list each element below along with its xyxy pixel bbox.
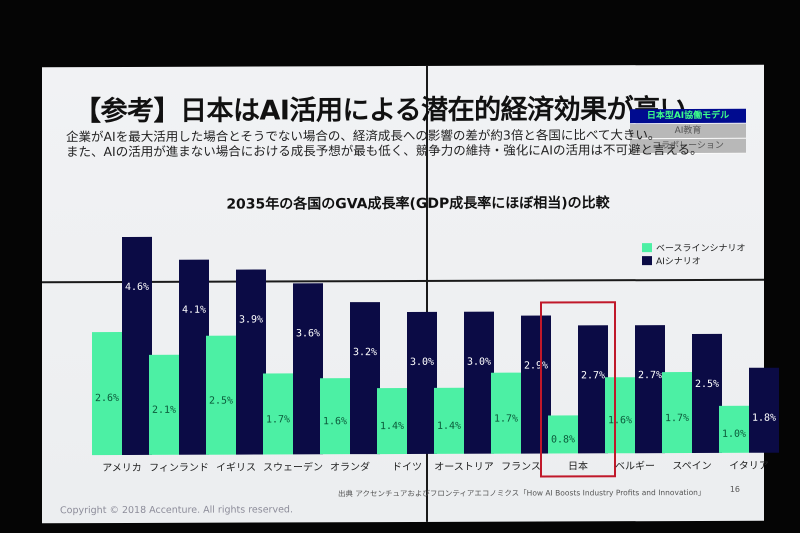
tag-ai-collaboration-model: 日本型AI協働モデル bbox=[630, 108, 746, 125]
bar-baseline: 1.4% bbox=[377, 387, 407, 455]
bar-ai: 2.5% bbox=[692, 334, 722, 453]
bar-baseline: 1.4% bbox=[434, 387, 464, 454]
bar-ai: 2.7% bbox=[635, 324, 665, 454]
bar-value-label: 2.5% bbox=[694, 379, 720, 391]
bar-value-label: 3.0% bbox=[409, 356, 435, 368]
chart-title: 2035年の各国のGVA成長率(GDP成長率にほぼ相当)の比較 bbox=[226, 195, 610, 213]
bar-value-label: 1.7% bbox=[265, 414, 291, 426]
bar-baseline: 2.5% bbox=[206, 335, 236, 455]
bar-baseline: 1.7% bbox=[491, 372, 521, 454]
bar-ai: 3.0% bbox=[464, 311, 494, 454]
bar-baseline: 2.6% bbox=[92, 331, 122, 456]
bar-value-label: 1.4% bbox=[379, 420, 405, 432]
source-citation: 出典 アクセンチュアおよびフロンティアエコノミクス「How AI Boosts … bbox=[338, 487, 706, 499]
bar-value-label: 1.0% bbox=[721, 429, 747, 441]
bar-ai: 3.6% bbox=[293, 283, 323, 455]
bar-ai: 4.6% bbox=[122, 236, 152, 455]
bar-ai: 3.2% bbox=[350, 302, 380, 455]
bar-ai: 4.1% bbox=[179, 259, 209, 455]
bar-value-label: 3.2% bbox=[352, 347, 378, 359]
bar-value-label: 1.7% bbox=[493, 413, 519, 425]
bar-chart-plot: 2.6% 4.6% 2.1% 4.1% 2.5% 3.9% 1.7% 3.6% 1.6% 3.2%… bbox=[64, 225, 779, 456]
bar-value-label: 1.4% bbox=[436, 420, 462, 432]
slide-title: 【参考】日本はAI活用による潜在的経済効果が高い bbox=[74, 94, 687, 128]
bar-group: 1.0% 1.8% bbox=[719, 225, 785, 453]
bar-baseline: 2.1% bbox=[149, 355, 179, 455]
bar-ai: 1.8% bbox=[749, 367, 779, 453]
bar-value-label: 3.6% bbox=[295, 328, 321, 340]
japan-highlight-box bbox=[540, 301, 616, 478]
bar-value-label: 4.1% bbox=[181, 304, 207, 317]
bar-value-label: 1.7% bbox=[664, 412, 690, 424]
bar-ai: 3.9% bbox=[236, 269, 266, 455]
slide: 【参考】日本はAI活用による潜在的経済効果が高い 日本型AI協働モデル AI教育… bbox=[42, 64, 779, 524]
bar-baseline: 1.7% bbox=[662, 372, 692, 454]
bar-baseline: 1.7% bbox=[263, 373, 293, 455]
bar-baseline: 1.6% bbox=[320, 378, 350, 455]
bar-baseline: 1.0% bbox=[719, 405, 749, 453]
bar-value-label: 1.8% bbox=[751, 412, 777, 424]
x-axis-label: イタリア bbox=[729, 460, 769, 472]
copyright-notice: Copyright © 2018 Accenture. All rights r… bbox=[60, 504, 293, 517]
subtitle-line-2: また、AIの活用が進まない場合における成長予想が最も低く、競争力の維持・強化にA… bbox=[66, 141, 703, 160]
slide-subtitle: 企業がAIを最大活用した場合とそうでない場合の、経済成長への影響の差が約3倍と各… bbox=[66, 127, 703, 159]
bar-value-label: 3.9% bbox=[238, 314, 264, 326]
bar-value-label: 1.6% bbox=[322, 416, 348, 428]
bar-ai: 3.0% bbox=[407, 311, 437, 454]
page-number: 16 bbox=[729, 484, 740, 494]
bar-value-label: 4.6% bbox=[124, 281, 150, 293]
bar-value-label: 2.5% bbox=[208, 395, 234, 407]
x-axis-labels bbox=[42, 65, 764, 68]
bar-value-label: 3.0% bbox=[466, 356, 492, 368]
bar-value-label: 2.6% bbox=[94, 393, 120, 405]
bar-value-label: 2.1% bbox=[151, 404, 177, 417]
bar-value-label: 2.7% bbox=[637, 369, 663, 381]
